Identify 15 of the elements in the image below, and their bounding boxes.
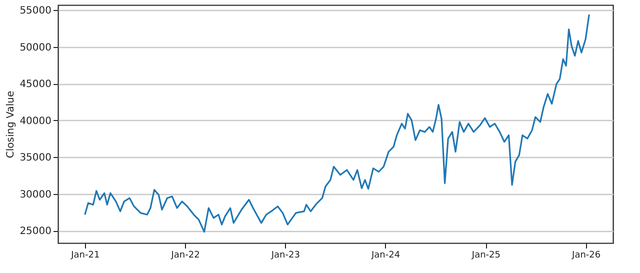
y-tick-label: 35000 (20, 152, 52, 164)
y-tick-label: 50000 (20, 42, 52, 54)
y-tick-label: 25000 (20, 226, 52, 238)
y-axis-title: Closing Value (6, 90, 17, 158)
y-tick-label: 45000 (20, 79, 52, 90)
x-tick-label: Jan-26 (571, 250, 601, 260)
line-series (84, 14, 590, 233)
x-tick-label: Jan-21 (70, 250, 100, 260)
x-tick-label: Jan-24 (370, 250, 400, 260)
y-tick-label: 55000 (20, 6, 52, 17)
x-tick-label: Jan-23 (270, 250, 300, 260)
y-tick-label: 40000 (20, 116, 52, 127)
x-tick-label: Jan-25 (470, 250, 500, 260)
y-tick-label: 30000 (20, 189, 52, 200)
x-tick-label: Jan-22 (170, 250, 200, 260)
